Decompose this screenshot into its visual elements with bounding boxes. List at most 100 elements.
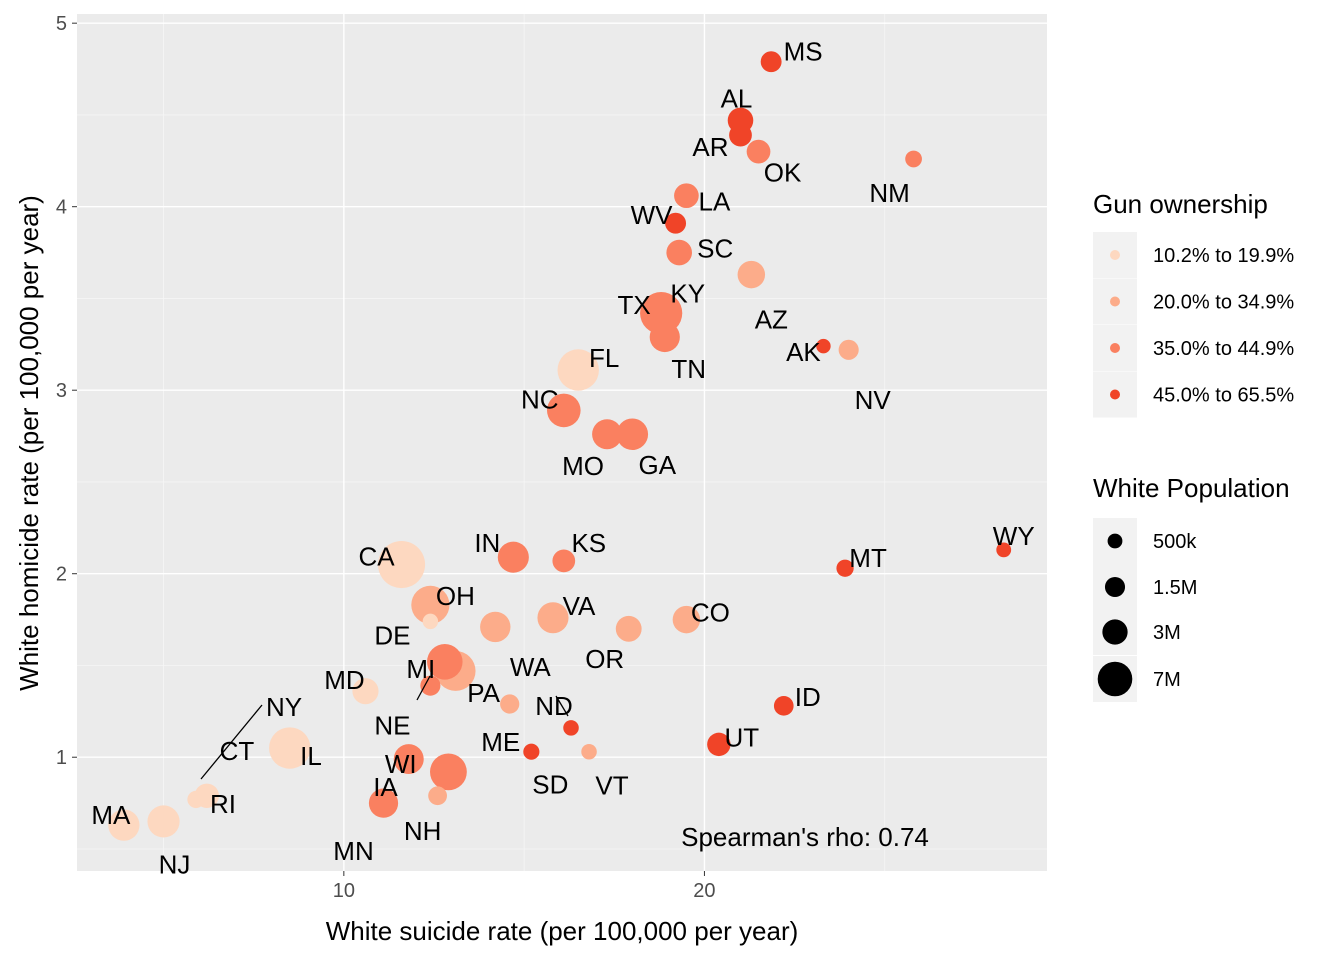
point-md [352, 678, 379, 705]
state-labels: MS AL AR OK NM LA WV SC AZ TX KY AK TN NV FL NC MO GA WY CA… [91, 37, 1034, 880]
point-fl [557, 349, 599, 391]
point-ri [187, 790, 205, 809]
label-ok: OK [764, 158, 802, 188]
label-va: VA [563, 591, 596, 621]
label-nv: NV [855, 385, 892, 415]
point-ga [616, 418, 649, 451]
y-tick-label: 1 [56, 747, 67, 769]
legend-white-population: White Population 500k 1.5M 3M 7M [1093, 473, 1290, 702]
point-ma [108, 809, 140, 841]
point-ne [420, 675, 441, 696]
label-mt: MT [849, 543, 887, 573]
leader-ne [416, 675, 431, 701]
label-nd: ND [535, 691, 573, 721]
label-ms: MS [784, 37, 823, 67]
label-id: ID [795, 682, 821, 712]
label-wa: WA [510, 652, 552, 682]
point-nh [428, 786, 447, 806]
legend-gun-label: 35.0% to 44.9% [1153, 338, 1294, 360]
label-ne: NE [374, 711, 410, 741]
point-in [497, 541, 529, 573]
point-wv [665, 212, 687, 234]
point-vt [581, 743, 597, 760]
point-mi [427, 644, 463, 680]
label-al: AL [721, 83, 753, 113]
label-nh: NH [404, 816, 442, 846]
point-ok [746, 139, 771, 164]
label-me: ME [481, 727, 520, 757]
legend-pop-title: White Population [1093, 473, 1290, 503]
point-va [537, 602, 569, 634]
label-la: LA [698, 187, 730, 217]
point-sd [523, 743, 540, 760]
label-wy: WY [993, 521, 1035, 551]
point-me [500, 694, 520, 714]
point-sc [666, 239, 692, 266]
label-ak: AK [786, 337, 821, 367]
point-nv [838, 339, 859, 360]
data-points [108, 51, 1012, 841]
point-ky [651, 295, 679, 324]
label-il: IL [300, 741, 322, 771]
leader-ny [200, 704, 263, 780]
point-de [422, 613, 439, 630]
label-nj: NJ [159, 849, 191, 879]
point-oh [411, 585, 450, 625]
point-tn [649, 321, 680, 353]
label-or: OR [585, 644, 624, 674]
label-mn: MN [333, 836, 373, 866]
legend-gun-ownership: Gun ownership 10.2% to 19.9% 20.0% to 34.… [1093, 189, 1294, 418]
label-mo: MO [562, 451, 604, 481]
leader-nd [555, 695, 569, 717]
point-or [615, 615, 642, 642]
y-tick-label: 4 [56, 197, 67, 219]
legend-pop-label: 1.5M [1153, 577, 1197, 599]
label-md: MD [324, 665, 364, 695]
legend-gun-swatch [1110, 296, 1120, 307]
legend-gun-swatch [1110, 343, 1120, 353]
legend-gun-title: Gun ownership [1093, 189, 1268, 219]
legend-pop-swatch [1104, 576, 1126, 598]
point-wy [996, 542, 1012, 558]
point-nm [905, 150, 922, 168]
label-ri: RI [210, 789, 236, 819]
legend-gun-label: 45.0% to 65.5% [1153, 385, 1294, 407]
point-co [672, 605, 701, 634]
label-pa: PA [467, 678, 500, 708]
label-ga: GA [639, 450, 677, 480]
gridlines [77, 14, 1047, 871]
point-il [430, 753, 467, 791]
legend-gun-label: 10.2% to 19.9% [1153, 245, 1294, 267]
legend-gun-label: 20.0% to 34.9% [1153, 292, 1294, 314]
point-mt [836, 559, 854, 577]
label-ny: NY [266, 692, 302, 722]
point-la [674, 183, 699, 209]
label-mi: MI [406, 654, 435, 684]
point-ny [269, 727, 311, 769]
label-oh: OH [436, 581, 475, 611]
point-id [773, 696, 794, 716]
label-de: DE [374, 620, 410, 650]
point-nc [547, 393, 581, 428]
label-fl: FL [589, 343, 619, 373]
point-mo [592, 419, 623, 450]
label-ar: AR [692, 132, 728, 162]
legend-gun-swatch [1110, 389, 1120, 400]
point-wi [393, 744, 424, 775]
plot-panel [77, 14, 1047, 871]
axes: 10 20 1 2 3 4 5 [56, 13, 716, 902]
point-ca [377, 540, 426, 589]
label-ky: KY [670, 278, 705, 308]
point-ut [707, 732, 731, 757]
label-ct: CT [220, 736, 255, 766]
point-wa [480, 611, 511, 643]
legend-pop-swatch [1102, 619, 1128, 645]
label-ca: CA [358, 542, 395, 572]
label-wi: WI [385, 749, 417, 779]
label-vt: VT [595, 771, 628, 801]
label-tx: TX [618, 290, 651, 320]
spearman-annotation: Spearman's rho: 0.74 [681, 822, 929, 852]
label-sc: SC [697, 234, 733, 264]
label-sd: SD [532, 770, 568, 800]
